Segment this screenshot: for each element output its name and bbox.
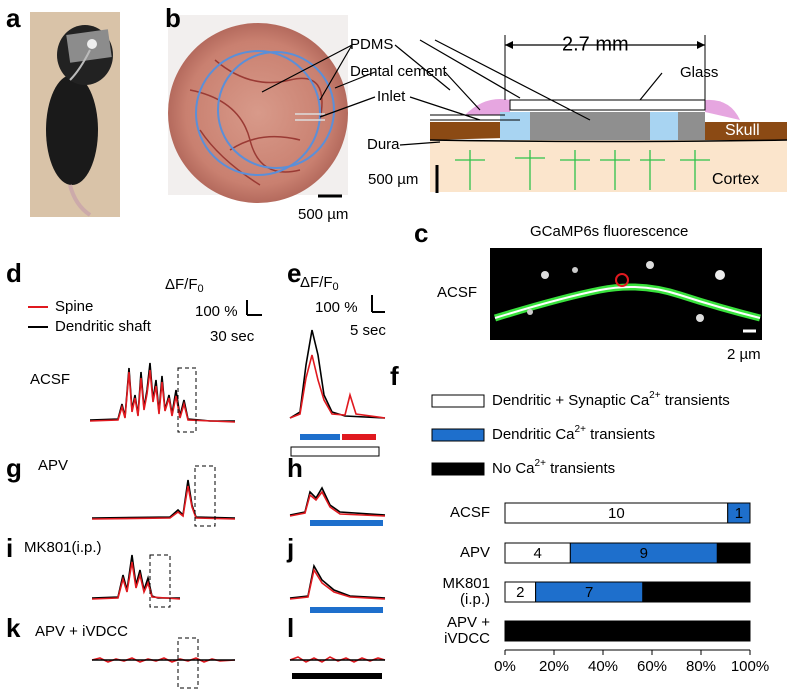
condition-label: APV + iVDCC — [35, 623, 128, 640]
value-label: 2 — [516, 584, 524, 601]
label: Inlet — [377, 88, 406, 105]
axis-label: ΔF/F0 — [300, 274, 339, 293]
category-label: APV + iVDCC — [444, 614, 490, 647]
mouse-photo — [30, 12, 120, 217]
panel-letter: e — [287, 258, 301, 288]
condition-label: APV — [38, 457, 68, 474]
traces-long — [89, 362, 236, 689]
category-label: APV — [460, 544, 490, 561]
legend-label: No Ca2+ transients — [492, 458, 615, 477]
trace-scale — [28, 295, 385, 328]
legend-label: Spine — [55, 298, 93, 315]
category-label: MK801 (i.p.) — [442, 575, 490, 608]
panel-letter: i — [6, 533, 13, 563]
panel-letter: d — [6, 258, 22, 288]
bar-segment — [504, 620, 751, 642]
panel-letter: g — [6, 453, 22, 483]
x-tick-label: 100% — [731, 658, 769, 675]
panel-letter: j — [286, 533, 294, 563]
label: Skull — [725, 122, 760, 139]
traces-zoom — [289, 329, 386, 679]
value-label: 4 — [533, 545, 541, 562]
panel-letter: b — [165, 3, 181, 33]
scale-label: 500 µm — [298, 206, 348, 223]
scale-label: 2 µm — [727, 346, 761, 363]
panel-letter: c — [414, 218, 428, 248]
value-label: 7 — [585, 584, 593, 601]
x-tick-label: 0% — [494, 658, 516, 675]
value-label: 1 — [735, 505, 743, 522]
condition-label: MK801(i.p.) — [24, 539, 102, 556]
legend-swatch — [431, 462, 485, 476]
label: PDMS — [350, 36, 393, 53]
schematic — [394, 35, 787, 193]
scale-label: 500 µm — [368, 171, 418, 188]
scale-label: 5 sec — [350, 322, 386, 339]
bar-segment — [716, 542, 751, 564]
legend-swatch — [431, 394, 485, 408]
label: 2.7 mm — [562, 33, 629, 55]
dendrite-image — [490, 248, 762, 340]
value-label: 10 — [608, 505, 625, 522]
legend-label: Dendritic + Synaptic Ca2+ transients — [492, 390, 730, 409]
label: Dura — [367, 136, 400, 153]
label: ΔF/F — [300, 274, 333, 291]
value-label: 9 — [640, 545, 648, 562]
legend-label: Dendritic Ca2+ transients — [492, 424, 655, 443]
label: ΔF/F — [165, 276, 198, 293]
value-label: 7 — [692, 584, 700, 601]
bar-segment — [642, 581, 751, 603]
label: Glass — [680, 64, 718, 81]
scale-label: 100 % — [315, 299, 358, 316]
condition-label: ACSF — [30, 371, 70, 388]
value-label: 2 — [729, 545, 737, 562]
axis-label: ΔF/F0 — [165, 276, 204, 295]
x-tick-label: 60% — [637, 658, 667, 675]
scale-label: 30 sec — [210, 328, 255, 345]
label: 0 — [198, 283, 204, 295]
bar-segment — [727, 502, 751, 524]
legend-swatch — [431, 428, 485, 442]
panel-letter: h — [287, 453, 303, 483]
label: ACSF — [437, 284, 477, 301]
scale-label: 100 % — [195, 303, 238, 320]
label: 0 — [333, 281, 339, 293]
panel-letter: k — [6, 613, 21, 643]
value-label: 11 — [620, 623, 636, 640]
panel-letter: l — [287, 613, 294, 643]
panel-letter: a — [6, 3, 21, 33]
legend-label: Dendritic shaft — [55, 318, 152, 335]
panel-letter: f — [390, 361, 399, 391]
x-tick-label: 80% — [686, 658, 716, 675]
label: GCaMP6s fluorescence — [530, 223, 688, 240]
label: Dental cement — [350, 63, 448, 80]
category-label: ACSF — [450, 504, 490, 521]
x-tick-label: 40% — [588, 658, 618, 675]
x-tick-label: 20% — [539, 658, 569, 675]
label: Cortex — [712, 171, 759, 188]
window-photo — [168, 15, 376, 203]
